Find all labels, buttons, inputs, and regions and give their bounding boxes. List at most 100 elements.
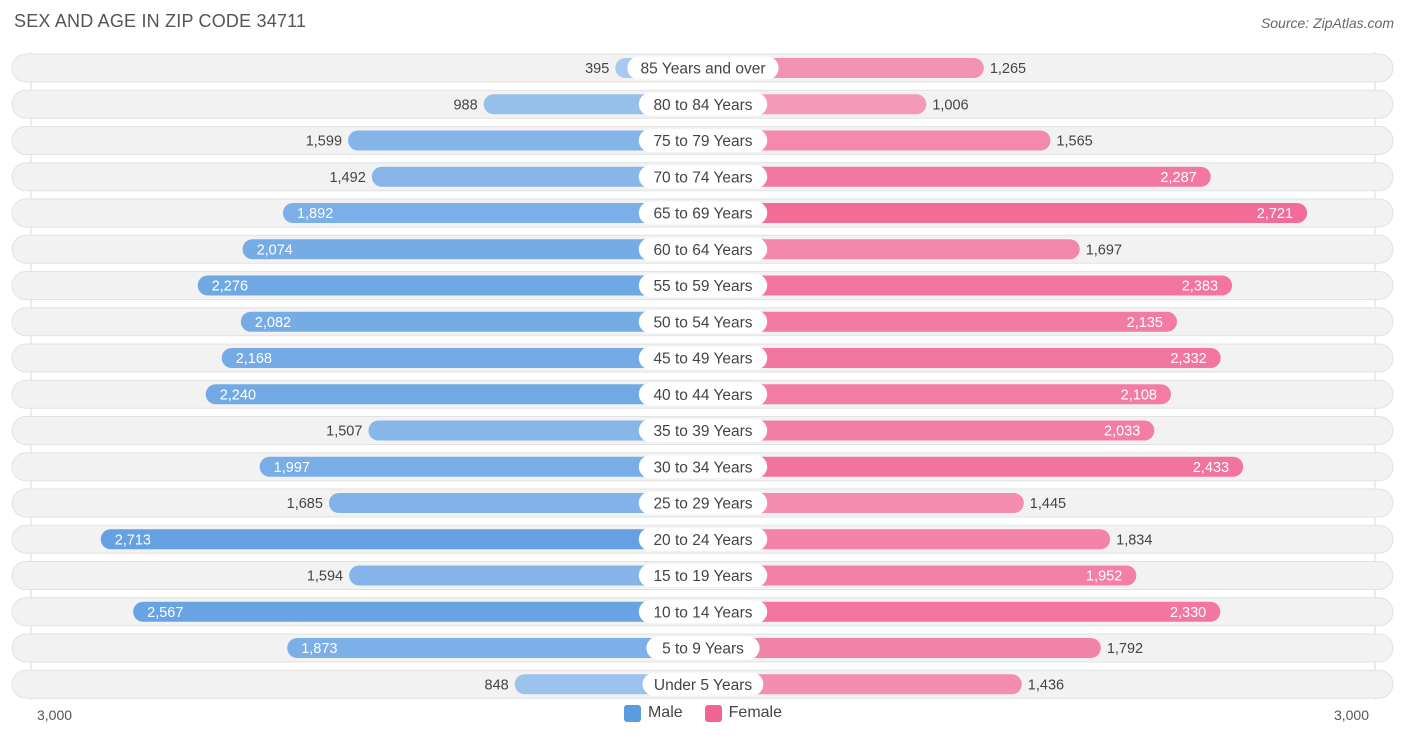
male-bar	[197, 275, 703, 296]
female-bar	[703, 311, 1177, 332]
legend: Male Female	[0, 704, 1406, 722]
male-value-label: 2,168	[236, 351, 272, 367]
female-value-label: 2,433	[1193, 460, 1229, 476]
legend-item-female[interactable]: Female	[704, 704, 783, 722]
male-value-label: 2,567	[147, 605, 183, 621]
female-value-label: 2,721	[1257, 206, 1293, 222]
category-pill	[638, 527, 768, 551]
female-value-label: 1,006	[932, 97, 968, 113]
category-pill	[627, 56, 779, 80]
female-value-label: 2,287	[1160, 170, 1196, 186]
male-value-label: 1,892	[297, 206, 333, 222]
male-bar	[100, 529, 704, 550]
male-value-label: 395	[585, 61, 609, 77]
category-pill	[638, 382, 768, 406]
category-label: 5 to 9 Years	[662, 641, 744, 658]
category-label: 10 to 14 Years	[653, 604, 752, 621]
male-bar	[368, 420, 703, 441]
male-value-label: 1,873	[301, 641, 337, 657]
female-bar	[703, 203, 1308, 223]
male-bar	[371, 166, 703, 187]
category-pill	[638, 455, 768, 479]
female-value-label: 2,033	[1104, 424, 1140, 440]
female-value-label: 1,952	[1086, 569, 1122, 585]
category-label: 35 to 39 Years	[653, 423, 752, 440]
male-bar	[221, 348, 704, 368]
male-bar	[328, 493, 703, 513]
legend-label-female: Female	[728, 704, 783, 721]
female-value-label: 1,565	[1056, 134, 1092, 150]
female-bar	[703, 420, 1155, 441]
category-pill	[638, 201, 768, 225]
male-bar	[348, 130, 703, 151]
category-pill	[638, 129, 768, 152]
male-bar	[242, 239, 703, 260]
population-pyramid-chart: 85 Years and over 395 1,265 80 to 84 Years 9…	[11, 52, 1394, 700]
female-value-label: 1,834	[1116, 532, 1152, 548]
chart-title: SEX AND AGE IN ZIP CODE 34711	[14, 11, 307, 31]
category-label: 15 to 19 Years	[653, 568, 752, 585]
female-bar	[703, 348, 1221, 368]
category-pill	[638, 92, 768, 116]
category-label: 40 to 44 Years	[653, 387, 752, 404]
female-bar	[703, 130, 1051, 151]
male-bar	[282, 203, 703, 223]
male-value-label: 1,599	[306, 134, 342, 150]
category-pill	[642, 672, 764, 696]
male-bar	[205, 384, 703, 405]
female-bar	[703, 493, 1024, 513]
category-pill	[638, 346, 768, 370]
female-bar	[703, 166, 1211, 187]
female-bar	[703, 239, 1080, 260]
male-value-label: 1,685	[287, 496, 323, 512]
female-value-label: 2,383	[1182, 279, 1218, 295]
category-label: 75 to 79 Years	[653, 133, 752, 150]
male-bar	[349, 565, 703, 586]
category-label: 45 to 49 Years	[653, 351, 752, 368]
category-pill	[638, 165, 768, 189]
category-pill	[638, 419, 768, 442]
female-bar	[703, 384, 1171, 405]
legend-item-male[interactable]: Male	[623, 704, 683, 722]
category-label: 55 to 59 Years	[653, 278, 752, 295]
category-label: 80 to 84 Years	[653, 97, 752, 114]
male-bar	[259, 456, 703, 477]
male-value-label: 988	[453, 97, 477, 113]
category-label: 70 to 74 Years	[653, 169, 752, 186]
male-bar	[133, 601, 704, 622]
male-value-label: 2,240	[220, 387, 256, 403]
category-label: 50 to 54 Years	[653, 314, 752, 331]
male-value-label: 2,082	[255, 315, 291, 331]
category-pill	[638, 564, 768, 587]
category-pill	[638, 600, 768, 624]
legend-swatch-male	[623, 704, 641, 722]
male-bar	[240, 311, 703, 332]
male-value-label: 2,713	[115, 532, 151, 548]
legend-swatch-female	[704, 704, 722, 722]
female-bar	[703, 601, 1221, 622]
category-label: 20 to 24 Years	[653, 532, 752, 549]
legend-label-male: Male	[647, 704, 683, 721]
female-value-label: 1,792	[1107, 641, 1143, 657]
female-bar	[703, 674, 1022, 695]
category-label: 25 to 29 Years	[653, 496, 752, 513]
male-value-label: 1,507	[326, 424, 362, 440]
male-value-label: 848	[485, 677, 509, 693]
axis-left-label: 3,000	[37, 707, 73, 723]
category-pill	[638, 310, 768, 334]
category-pill	[646, 636, 760, 660]
male-value-label: 2,074	[257, 242, 293, 258]
female-bar	[703, 638, 1101, 658]
category-label: 60 to 64 Years	[653, 242, 752, 259]
female-value-label: 2,108	[1121, 387, 1157, 403]
male-value-label: 1,594	[307, 569, 343, 585]
female-value-label: 1,265	[990, 61, 1026, 77]
male-value-label: 1,492	[329, 170, 365, 186]
male-bar	[287, 638, 703, 658]
male-value-label: 2,276	[212, 279, 248, 295]
axis-right-label: 3,000	[1333, 707, 1369, 723]
female-bar	[703, 529, 1111, 550]
male-value-label: 1,997	[274, 460, 310, 476]
category-label: 65 to 69 Years	[653, 206, 752, 223]
female-value-label: 2,135	[1127, 315, 1163, 331]
